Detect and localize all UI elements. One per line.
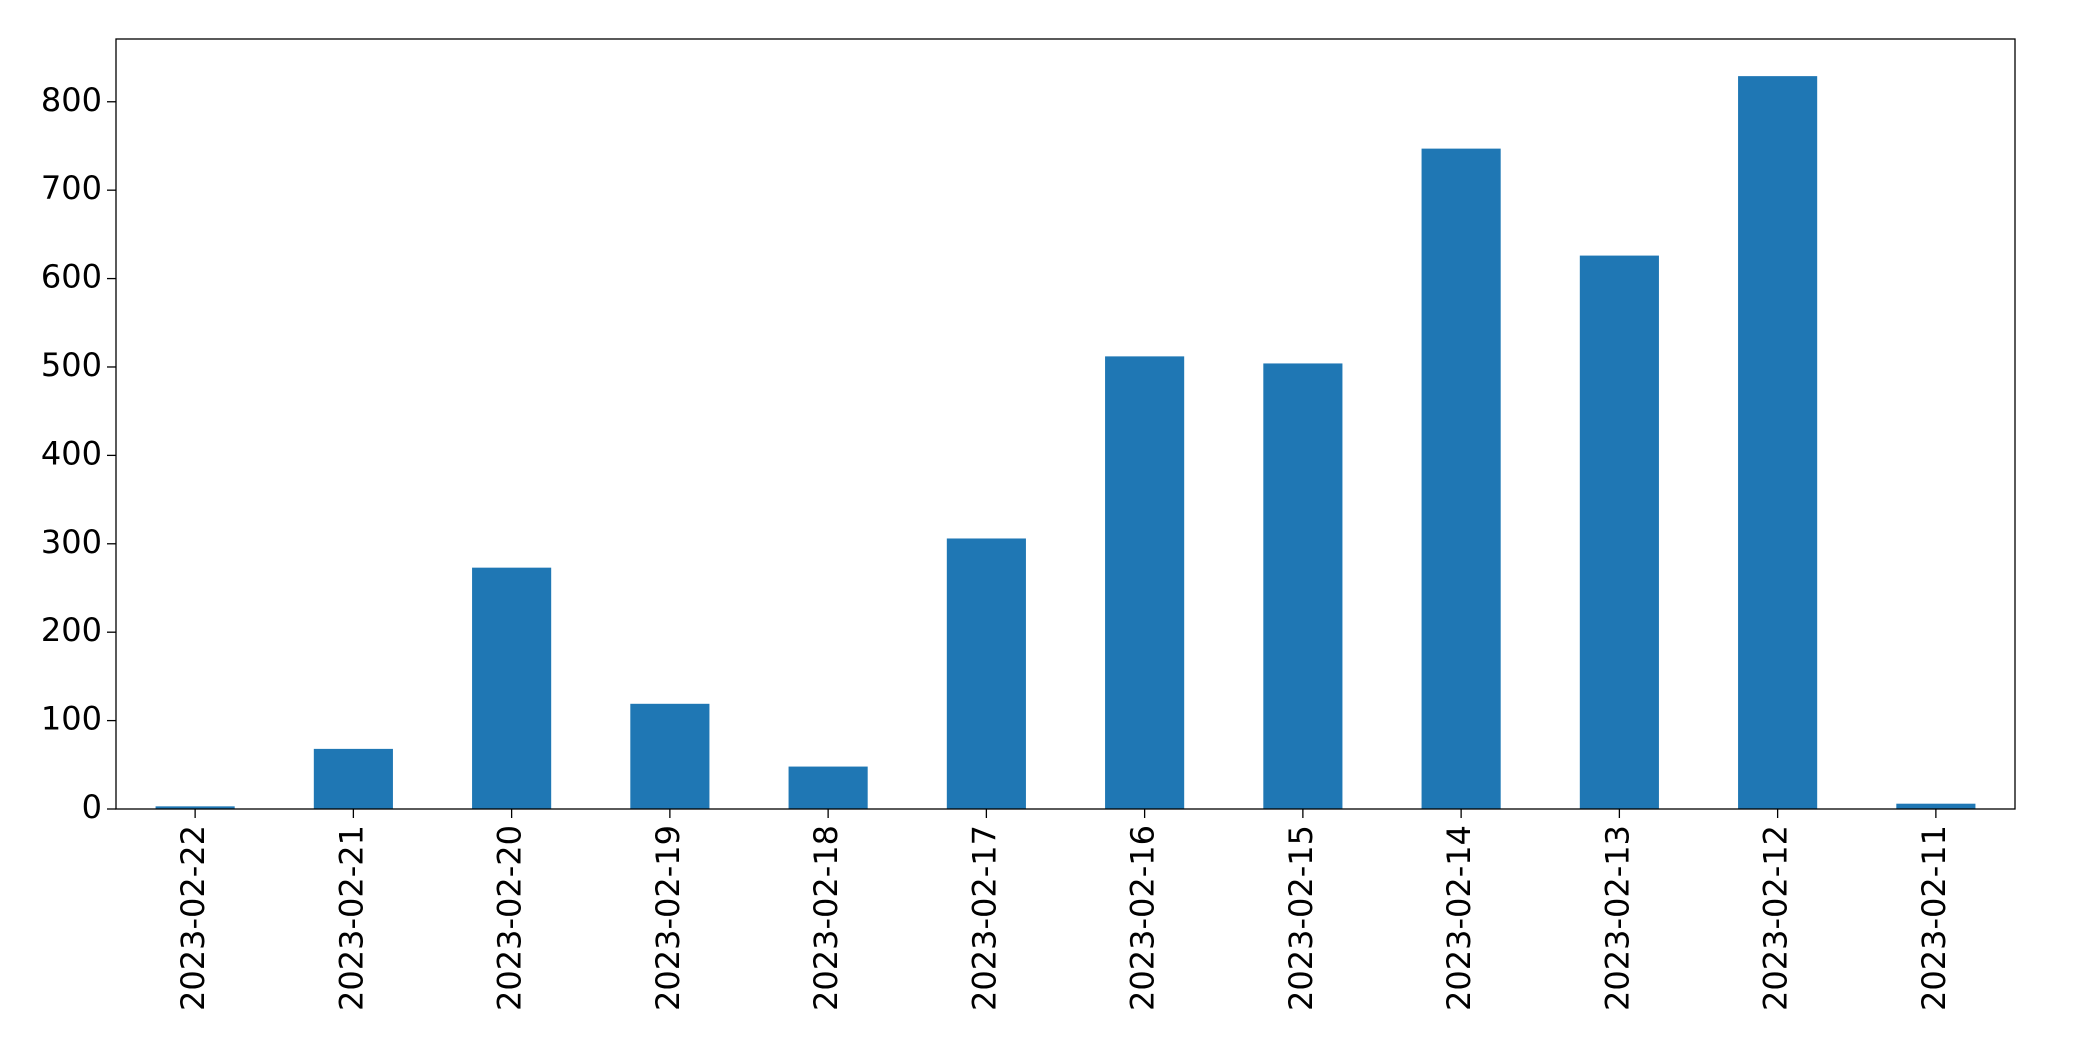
x-tick-label: 2023-02-12 [1757,825,1795,1011]
bar [788,766,868,809]
y-tick-label: 600 [41,258,102,296]
y-tick-label: 800 [41,81,102,119]
x-tick-label: 2023-02-16 [1124,825,1162,1011]
x-tick-label: 2023-02-19 [649,825,687,1011]
bar [1579,255,1659,809]
bar [1738,76,1818,809]
bar [630,703,710,809]
y-tick-label: 100 [41,700,102,738]
y-tick-label: 700 [41,169,102,207]
x-tick-label: 2023-02-15 [1282,825,1320,1011]
x-tick-label: 2023-02-21 [332,825,370,1011]
bar [313,748,393,809]
y-tick-label: 0 [82,788,102,826]
bar [155,806,235,809]
x-tick-label: 2023-02-14 [1440,825,1478,1011]
x-tick-label: 2023-02-17 [965,825,1003,1011]
bar [472,567,552,809]
y-tick-label: 400 [41,434,102,472]
y-tick-label: 200 [41,611,102,649]
x-tick-label: 2023-02-13 [1598,825,1636,1011]
y-tick-label: 300 [41,523,102,561]
plot-frame [115,38,2016,810]
bar [1263,363,1343,809]
bar [1421,148,1501,810]
x-tick-label: 2023-02-20 [491,825,529,1011]
x-tick-label: 2023-02-11 [1915,825,1953,1011]
x-tick-label: 2023-02-22 [174,825,212,1011]
bar [1105,356,1185,809]
bar [1896,803,1976,809]
x-tick-label: 2023-02-18 [807,825,845,1011]
bar [946,538,1026,809]
y-tick-label: 500 [41,346,102,384]
